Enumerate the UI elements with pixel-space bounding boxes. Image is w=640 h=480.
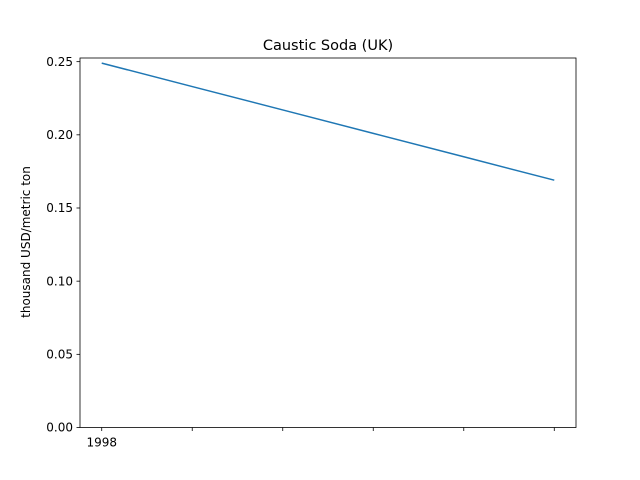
plot-frame	[79, 57, 577, 428]
chart-title: Caustic Soda (UK)	[263, 38, 393, 54]
x-tick-label: 1998	[86, 436, 117, 450]
y-tick-label: 0.25	[46, 55, 73, 69]
y-tick-label: 0.05	[46, 348, 73, 362]
y-tick-label: 0.15	[46, 201, 73, 215]
y-axis-label: thousand USD/metric ton	[19, 166, 33, 318]
plot-area: 0.00 0.05 0.10 0.15 0.20 0.25 1998	[46, 55, 577, 450]
y-tick-label: 0.00	[46, 421, 73, 435]
y-tick-label: 0.10	[46, 274, 73, 288]
y-tick-label: 0.20	[46, 128, 73, 142]
series-line-0	[101, 62, 555, 181]
